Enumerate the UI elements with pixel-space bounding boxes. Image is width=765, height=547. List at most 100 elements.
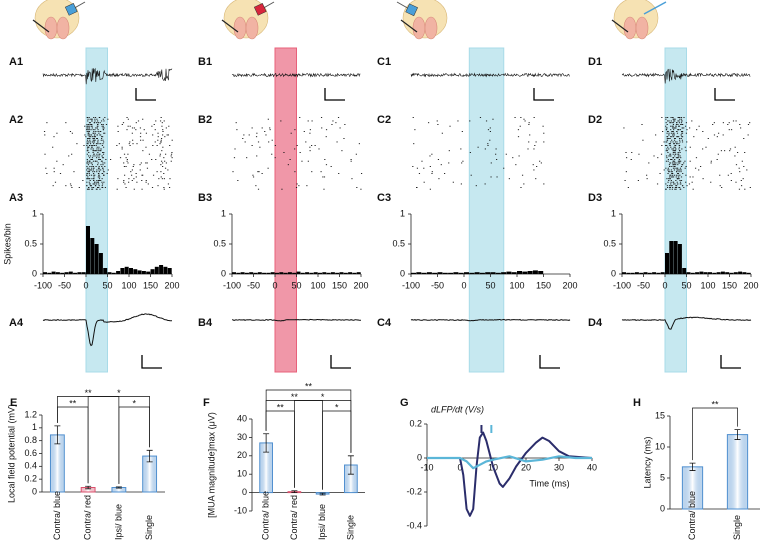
raster-tick [671, 162, 674, 164]
raster-tick [665, 125, 667, 127]
raster-tick [673, 183, 675, 185]
raster-tick [448, 150, 450, 152]
y-tick-label: 0.5 [392, 238, 405, 248]
raster-tick [727, 174, 729, 176]
raster-tick [44, 134, 46, 136]
x-tick-label: 150 [536, 280, 551, 290]
raster-tick [91, 164, 93, 166]
raster-tick [688, 183, 691, 185]
raster-tick [665, 117, 667, 118]
raster-tick [671, 173, 673, 174]
raster-tick [512, 157, 514, 159]
histogram-bar [249, 272, 254, 274]
raster-tick [679, 183, 681, 185]
raster-tick [533, 117, 535, 118]
raster-tick [320, 171, 322, 173]
raster-tick [675, 176, 677, 178]
error-bar [146, 449, 153, 463]
raster-tick [101, 155, 103, 157]
x-tick-label: Ipsi/ blue [317, 504, 327, 540]
raster-tick [350, 159, 352, 160]
raster-tick [160, 117, 162, 118]
histogram-bar [725, 272, 730, 274]
stimulus-window [664, 47, 687, 373]
raster-tick [669, 188, 671, 190]
raster-tick [44, 153, 46, 155]
raster-tick [93, 141, 95, 143]
raster-tick [679, 150, 681, 152]
raster-tick [671, 127, 674, 129]
histogram-bar [90, 238, 95, 274]
histogram-bar [634, 272, 639, 274]
raster-tick [360, 188, 362, 190]
histogram-bar [622, 272, 626, 274]
raster-tick [674, 167, 676, 169]
x-tick-label: -50 [637, 280, 650, 290]
raster-tick [677, 174, 679, 176]
raster-tick [88, 117, 90, 118]
raster-tick [98, 155, 100, 157]
raster-tick [157, 139, 159, 141]
raster-tick [127, 162, 129, 164]
raster-tick [438, 178, 440, 180]
raster-tick [97, 162, 99, 164]
histogram-bar [124, 266, 129, 274]
bar [726, 434, 749, 510]
raster-tick [680, 176, 683, 178]
raster-tick [678, 176, 680, 178]
x-tick-label: 50 [291, 280, 301, 290]
histogram-bar [416, 272, 422, 274]
histogram-bar [643, 272, 648, 274]
raster-tick [102, 139, 104, 141]
raster-tick [469, 152, 471, 153]
raster-tick [678, 146, 681, 148]
raster-tick [169, 178, 171, 180]
raster-tick [255, 136, 258, 138]
raster-tick [305, 141, 307, 143]
raster-tick [681, 185, 684, 187]
raster-tick [162, 129, 164, 131]
raster-tick [142, 118, 144, 120]
raster-tick [495, 148, 497, 150]
panel-label: D4 [588, 317, 603, 329]
raster-tick [625, 157, 628, 159]
raster-tick [655, 134, 657, 136]
raster-tick [92, 187, 95, 188]
histogram-bar [68, 271, 73, 274]
raster-tick [710, 181, 712, 183]
raster-tick [62, 164, 64, 166]
raster-tick [675, 157, 677, 159]
raster-tick [145, 146, 147, 148]
raster-tick [681, 139, 683, 141]
raster-tick [95, 150, 97, 152]
raster-tick [672, 148, 675, 150]
raster-tick [101, 187, 103, 188]
raster-tick [533, 169, 535, 171]
histogram-bar [232, 272, 236, 274]
raster-tick [101, 136, 104, 138]
raster-tick [672, 118, 674, 120]
raster-tick [667, 117, 669, 118]
raster-tick [98, 146, 100, 148]
raster-tick [487, 129, 490, 131]
raster-tick [694, 167, 697, 169]
raster-tick [682, 124, 684, 125]
raster-tick [412, 117, 414, 118]
raster-tick [666, 127, 668, 129]
raster-tick [163, 178, 166, 180]
histogram-bar [479, 272, 485, 274]
raster-tick [487, 145, 489, 146]
raster-tick [160, 164, 162, 166]
raster-tick [669, 145, 671, 146]
raster-tick [101, 160, 103, 162]
raster-tick [131, 169, 133, 171]
raster-tick [86, 173, 88, 174]
raster-tick [681, 136, 684, 138]
raster-tick [661, 145, 663, 146]
raster-tick [97, 173, 100, 174]
raster-tick [271, 153, 273, 155]
raster-tick [677, 164, 679, 166]
x-tick-label: Ipsi/ blue [113, 504, 123, 540]
raster-tick [92, 166, 95, 167]
histogram-bar [77, 272, 82, 274]
